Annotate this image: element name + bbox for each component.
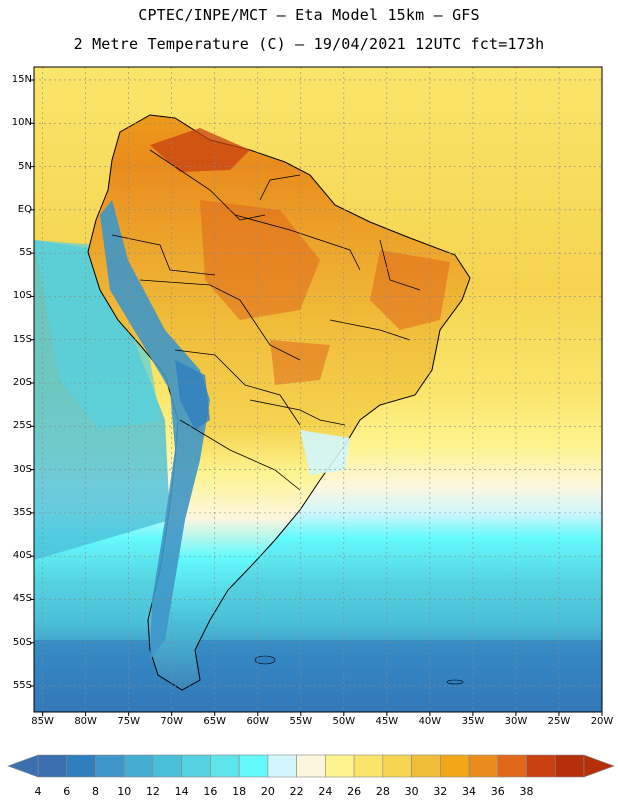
lat-label: 45S	[12, 593, 32, 605]
colorbar-swatch	[267, 754, 297, 778]
andes-highlands	[175, 360, 210, 430]
southern-ocean	[34, 640, 602, 712]
axis-ticks	[30, 79, 603, 716]
lon-label: 75W	[117, 716, 140, 727]
hot-region-central	[270, 340, 330, 385]
colorbar-label: 4	[34, 785, 42, 798]
colorbar-label: 12	[145, 785, 160, 798]
colorbar-swatch	[325, 754, 355, 778]
colorbar-low-arrow	[7, 754, 39, 778]
colorbar-swatch	[382, 754, 412, 778]
colorbar-swatch	[353, 754, 384, 778]
lat-label: 40S	[12, 550, 32, 562]
colorbar-label: 8	[91, 785, 99, 798]
colorbar-label: 26	[347, 785, 362, 798]
colorbar-label: 24	[318, 785, 333, 798]
colorbar-swatch	[66, 754, 96, 778]
colorbar-high-arrow	[583, 754, 615, 778]
lat-label: 50S	[12, 636, 32, 648]
colorbar-swatch	[123, 754, 154, 778]
lat-label: 10S	[12, 290, 32, 302]
colorbar-swatch	[526, 754, 556, 778]
lat-label: 55S	[12, 680, 32, 692]
uruguay-cool-patch	[300, 430, 350, 475]
colorbar	[7, 754, 615, 778]
lon-label: 40W	[418, 716, 442, 727]
lat-label: EQ	[17, 203, 32, 215]
colorbar-label: 36	[490, 785, 505, 798]
lat-label: 5S	[19, 247, 32, 259]
colorbar-swatch	[554, 754, 585, 778]
lon-label: 55W	[289, 716, 313, 727]
lat-label: 10N	[11, 117, 32, 129]
colorbar-label: 30	[404, 785, 419, 798]
colorbar-swatch	[181, 754, 211, 778]
colorbar-label: 20	[260, 785, 275, 798]
lat-label: 15N	[11, 73, 32, 85]
lon-label: 65W	[203, 716, 227, 727]
colorbar-swatch	[468, 754, 499, 778]
colorbar-swatch	[152, 754, 182, 778]
hot-region-north	[150, 128, 250, 172]
lat-label: 35S	[12, 506, 32, 518]
south-america-land	[87, 114, 471, 691]
lat-label: 30S	[12, 463, 32, 475]
colorbar-label: 14	[174, 785, 189, 798]
colorbar-swatch	[296, 754, 326, 778]
lon-label: 35W	[461, 716, 485, 727]
colorbar-label: 34	[462, 785, 477, 798]
colorbar-swatch	[37, 754, 68, 778]
lon-label: 30W	[504, 716, 528, 727]
colorbar-label: 10	[117, 785, 132, 798]
title-line-2: 2 Metre Temperature (C) – 19/04/2021 12U…	[73, 35, 545, 53]
colorbar-label: 28	[375, 785, 390, 798]
colorbar-label: 22	[289, 785, 304, 798]
colorbar-swatch	[411, 754, 441, 778]
hot-region-northeast	[370, 250, 450, 330]
falkland-islands	[254, 655, 276, 665]
south-georgia	[446, 679, 464, 685]
lon-label: 45W	[375, 716, 399, 727]
map-frame	[33, 66, 603, 713]
lat-label: 25S	[12, 420, 32, 432]
lon-label: 70W	[160, 716, 183, 727]
colorbar-swatch	[497, 754, 527, 778]
colorbar-swatch	[440, 754, 470, 778]
colorbar-swatch	[210, 754, 240, 778]
lon-label: 25W	[547, 716, 571, 727]
lon-label: 50W	[332, 716, 356, 727]
colorbar-swatch	[95, 754, 125, 778]
colorbar-label: 18	[232, 785, 247, 798]
lon-label: 20W	[590, 716, 614, 727]
lon-label: 80W	[74, 716, 97, 727]
lon-label: 60W	[246, 716, 270, 727]
title-line-1: CPTEC/INPE/MCT – Eta Model 15km – GFS	[138, 6, 480, 24]
colorbar-label: 6	[63, 785, 71, 798]
colorbar-label: 38	[519, 785, 534, 798]
andes-ridge	[100, 200, 210, 660]
lon-label: 85W	[31, 716, 54, 727]
lat-label: 20S	[12, 377, 32, 388]
lat-label: 5N	[18, 160, 32, 172]
colorbar-label: 16	[203, 785, 218, 798]
country-borders	[111, 149, 421, 491]
colorbar-label: 32	[433, 785, 448, 798]
lat-label: 15S	[12, 333, 32, 345]
colorbar-swatch	[238, 754, 269, 778]
